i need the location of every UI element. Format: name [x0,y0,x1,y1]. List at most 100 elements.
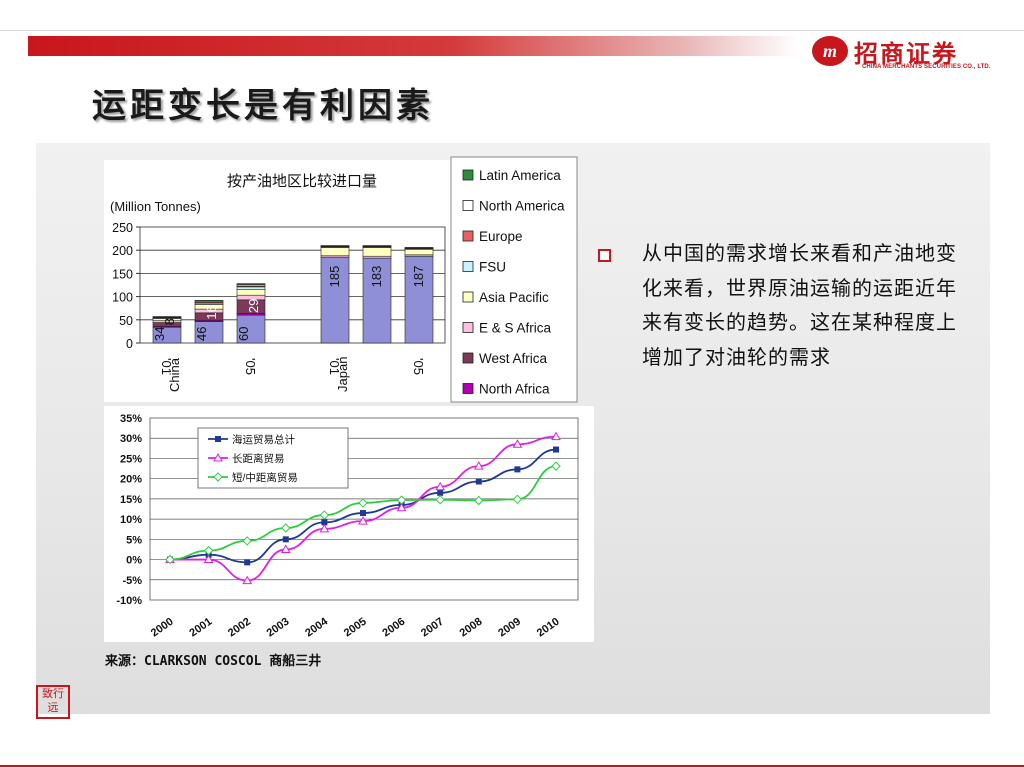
line-point [512,494,523,505]
bar-segment [404,255,434,344]
line-point [396,495,407,505]
company-name-cn: 招商证券 [854,40,958,68]
line-point [242,536,252,546]
company-logo-icon: m [812,36,848,66]
bar-group-label: Japan [335,357,350,392]
bar-category-label: '05 [411,358,426,375]
line-ytick-label: 0% [126,555,142,567]
bar-chart-bars [152,245,434,344]
seal-stamp-icon: 致行远 [36,685,70,719]
line-point [551,461,561,471]
line-point [203,545,214,556]
legend-swatch [462,230,474,242]
line-point [244,559,251,566]
legend-label: E & S Africa [479,321,552,336]
bar-chart-labels: '01 '05 '01 '05 China Japan 34 8 46 16 60 29 185 183 1… [152,266,426,392]
bar-ytick-label: 0 [126,337,133,351]
line-point [396,502,407,512]
legend-swatch [462,383,474,394]
bullet-text: 从中国的需求增长来看和产油地变化来看，世界原油运输的运距近年来有变长的趋势。这在… [642,241,957,369]
line-point [512,439,523,448]
line-ytick-label: 5% [126,534,142,546]
bar-chart-axes: 250 200 150 100 50 0 [112,221,446,351]
legend-label: North America [479,199,565,214]
line-point [435,494,445,505]
bar-segment [236,314,266,344]
bar-segment [194,300,224,302]
bar-category-label: '01 [159,358,174,375]
line-ytick-label: 15% [120,494,142,506]
legend-label: Asia Pacific [479,290,549,305]
bar-data-label: 183 [369,266,384,288]
bar-plot-frame [139,226,446,344]
line-ytick-label: 20% [120,474,142,486]
bar-ytick-label: 50 [119,314,133,328]
bar-chart-ylabel: (Million Tonnes) [110,199,201,214]
bar-data-label: 29 [246,299,261,313]
bar-ytick-label: 250 [112,221,133,235]
bar-segment [362,257,392,344]
bar-data-label: 187 [411,266,426,288]
legend-swatch [462,169,474,181]
bar-data-label: 46 [194,327,209,341]
line-point [553,446,559,453]
line-chart-series [165,431,561,585]
slide-title: 运距变长是有利因素 [92,86,434,126]
line-point [551,431,561,441]
line-point [358,516,368,525]
legend-label: FSU [479,260,506,275]
line-ytick-label: -10% [116,595,142,607]
line-point [319,523,330,533]
legend-swatch [462,352,474,364]
bar-ytick-label: 200 [112,244,133,258]
bar-chart-legend-items: Latin America North America Europe FSU Asia … [462,168,565,397]
legend-swatch [462,261,474,272]
bar-chart-title: 按产油地区比较进口量 [227,172,377,190]
line-point [203,554,214,564]
bar-segment [236,283,266,285]
line-point [282,536,289,543]
bar-data-label: 34 [152,327,167,341]
line-point [280,544,291,553]
line-point [242,575,253,585]
line-point [319,510,330,520]
bar-ytick-label: 150 [112,267,133,281]
bar-data-label: 185 [327,266,342,288]
top-rule [0,30,1024,31]
line-point [473,461,484,470]
line-point [435,481,446,491]
header-red-bar [28,36,798,56]
legend-label: 海运贸易总计 [232,433,295,446]
line-point [475,478,482,485]
line-point [281,523,291,533]
legend-label: 短/中距离贸易 [232,471,298,484]
legend-swatch [462,200,474,211]
bar-data-label: 60 [236,327,251,341]
legend-marker [213,452,223,462]
bar-ytick-label: 100 [112,291,133,305]
line-point [437,489,444,496]
line-ytick-label: -5% [122,575,142,587]
line-point [474,495,484,506]
company-name-en: CHINA MERCHANTS SECURITIES CO., LTD. [862,64,991,70]
legend-label: North Africa [479,382,550,397]
line-point [321,519,328,526]
line-point [358,498,368,508]
source-note: 来源：CLARKSON COSCOL 商船三井 [105,654,322,669]
legend-label: Europe [479,229,523,244]
bar-data-label: 16 [204,305,219,319]
line-ytick-label: 30% [120,433,142,445]
line-ytick-label: 25% [120,453,142,465]
legend-marker [213,472,223,482]
line-ytick-label: 10% [120,514,142,526]
legend-swatch [462,291,474,303]
legend-label: Latin America [479,168,561,183]
bar-category-label: '05 [243,358,258,375]
line-chart-axes: 35%30%25%20%15%10%5%0%-5%-10%2000 2001 200… [116,413,561,639]
legend-marker [215,436,221,442]
legend-label: West Africa [479,351,548,366]
bullet-square-icon [598,249,611,262]
bar-segment [320,256,350,344]
